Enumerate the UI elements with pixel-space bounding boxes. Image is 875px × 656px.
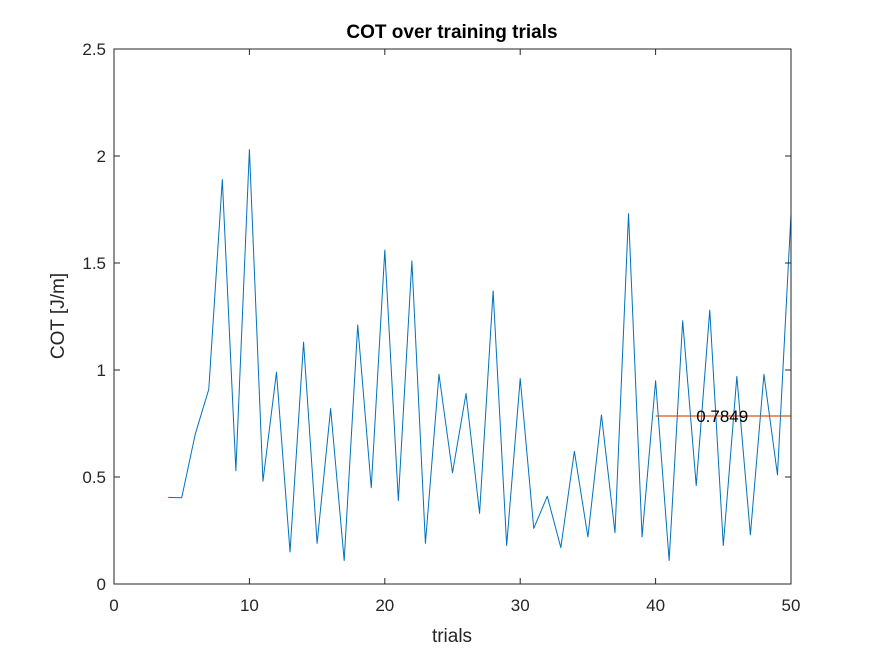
plot-area [114, 49, 791, 584]
y-tick-label: 2 [97, 147, 106, 166]
y-tick-label: 1 [97, 361, 106, 380]
x-axis-ticks: 0 10 20 30 40 50 [109, 49, 800, 615]
series-layer [168, 149, 792, 561]
chart-title: COT over training trials [346, 22, 557, 43]
axes-box [113, 48, 792, 585]
y-axis-label: COT [J/m] [48, 273, 69, 359]
annotation-layer: 0.7849 [696, 407, 748, 426]
cot-series-line [168, 149, 792, 561]
mean-value-annotation: 0.7849 [696, 407, 748, 426]
x-tick-label: 30 [511, 596, 530, 615]
y-axis-ticks: 0 0.5 1 1.5 2 2.5 [82, 40, 791, 594]
x-tick-label: 10 [240, 596, 259, 615]
y-tick-label: 2.5 [82, 40, 106, 59]
x-tick-label: 50 [782, 596, 801, 615]
y-tick-label: 1.5 [82, 254, 106, 273]
y-tick-label: 0 [97, 575, 106, 594]
x-tick-label: 40 [646, 596, 665, 615]
x-tick-label: 20 [375, 596, 394, 615]
x-tick-label: 0 [109, 596, 118, 615]
y-tick-label: 0.5 [82, 468, 106, 487]
x-axis-label: trials [432, 626, 472, 647]
